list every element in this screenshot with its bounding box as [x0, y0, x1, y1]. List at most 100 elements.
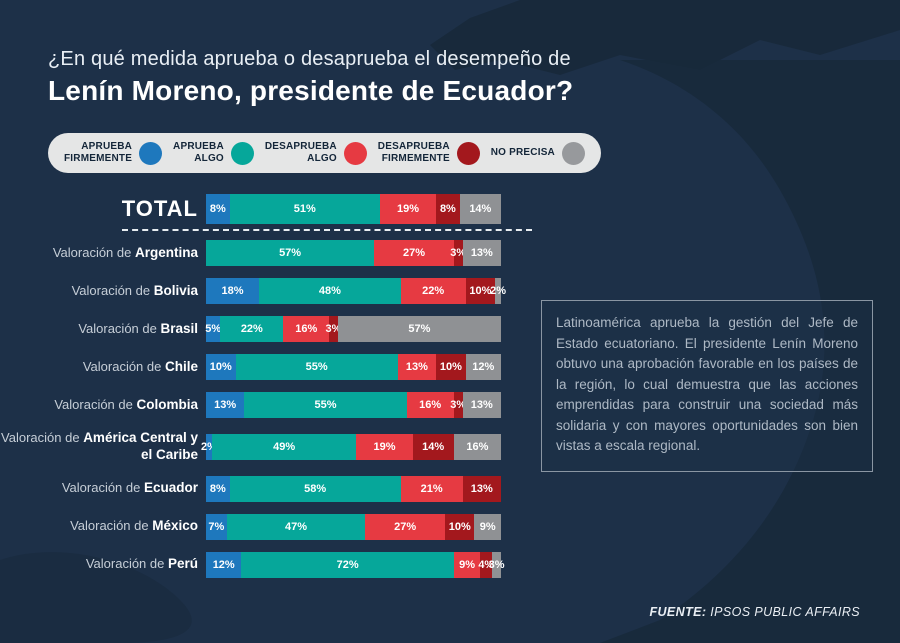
- stacked-bar: 18% 48% 22% 10% 2%: [206, 278, 506, 304]
- bar-segment-no-precisa: 16%: [453, 433, 501, 460]
- row-label: Valoración de América Central y el Carib…: [1, 430, 198, 462]
- legend-label: NO PRECISA: [490, 147, 555, 158]
- bar-segment-desaprueba-firmemente: 8%: [436, 194, 460, 224]
- bar-segment-aprueba-algo: 55%: [244, 392, 407, 418]
- desaprueba-algo-color-dot-icon: [343, 141, 367, 165]
- bar-segment-desaprueba-firmemente: 14%: [412, 433, 454, 460]
- bar-segment-no-precisa: 57%: [337, 316, 502, 342]
- bar-segment-aprueba-firmemente: 10%: [206, 354, 236, 380]
- bar-segment-desaprueba-firmemente: 3%: [450, 240, 466, 266]
- legend-item-desaprueba-algo: DESAPRUEBA ALGO: [265, 141, 367, 165]
- bar-segment-desaprueba-firmemente: 10%: [465, 278, 496, 304]
- bar-segment-no-precisa: 14%: [459, 194, 501, 224]
- bar-segment-no-precisa: 9%: [474, 513, 502, 540]
- stacked-bar: 12% 72% 9% 4% 3%: [206, 551, 505, 578]
- stacked-bar: 57% 27% 3% 13%: [206, 240, 501, 266]
- legend: APRUEBA FIRMEMENTE APRUEBA ALGO DESAPRUEBA AL…: [48, 133, 601, 173]
- bar-segment-aprueba-firmemente: 18%: [206, 278, 260, 304]
- row-label: Valoración de Colombia: [54, 396, 198, 412]
- bar-segment-desaprueba-algo: 21%: [400, 475, 463, 502]
- bar-segment-no-precisa: 12%: [465, 354, 501, 380]
- chart-row-am-rica-central-y-el-caribe: Valoración de América Central y el Carib…: [0, 430, 540, 464]
- stacked-bar-chart: TOTAL 8% 51% 19% 8% 14% Valoración de Argentin…: [0, 194, 540, 590]
- row-label: Valoración de Perú: [85, 556, 198, 572]
- source-credit: FUENTE: IPSOS PUBLIC AFFAIRS: [649, 605, 860, 619]
- stacked-bar: 8% 51% 19% 8% 14%: [206, 194, 501, 224]
- row-label: TOTAL: [121, 196, 198, 222]
- legend-label: DESAPRUEBA FIRMEMENTE: [377, 141, 450, 164]
- stacked-bar: 7% 47% 27% 10% 9%: [206, 513, 502, 540]
- row-label: Valoración de Bolivia: [71, 282, 198, 298]
- bar-segment-aprueba-algo: 72%: [241, 551, 454, 578]
- chart-row-colombia: Valoración de Colombia 13% 55% 16% 3% 13%: [0, 392, 540, 418]
- bar-segment-no-precisa: 13%: [462, 392, 501, 418]
- summary-text-box: Latinoamérica aprueba la gestión del Jef…: [541, 300, 873, 472]
- bar-segment-aprueba-algo: 22%: [220, 316, 284, 342]
- chart-row-argentina: Valoración de Argentina 57% 27% 3% 13%: [0, 240, 540, 266]
- bar-segment-desaprueba-firmemente: 13%: [462, 475, 501, 502]
- title-question: ¿En qué medida aprueba o desaprueba el d…: [48, 48, 571, 70]
- legend-item-aprueba-firmemente: APRUEBA FIRMEMENTE: [64, 141, 163, 165]
- bar-segment-aprueba-algo: 55%: [235, 354, 398, 380]
- stacked-bar: 10% 55% 13% 10% 12%: [206, 354, 501, 380]
- chart-row-m-xico: Valoración de México 7% 47% 27% 10% 9%: [0, 513, 540, 540]
- aprueba-firmemente-color-dot-icon: [139, 141, 163, 165]
- bar-segment-no-precisa: 13%: [462, 240, 501, 266]
- bar-segment-desaprueba-firmemente: 3%: [326, 316, 341, 342]
- bar-segment-desaprueba-algo: 16%: [283, 316, 330, 342]
- chart-row-brasil: Valoración de Brasil 5% 22% 16% 3% 57%: [0, 316, 540, 342]
- bar-segment-desaprueba-algo: 19%: [380, 194, 437, 224]
- chart-row-ecuador: Valoración de Ecuador 8% 58% 21% 13%: [0, 475, 540, 502]
- desaprueba-firmemente-color-dot-icon: [456, 141, 480, 165]
- bar-segment-desaprueba-firmemente: 4%: [478, 551, 494, 578]
- total-dashed-separator: [122, 229, 532, 231]
- legend-item-aprueba-algo: APRUEBA ALGO: [173, 141, 254, 165]
- bar-segment-desaprueba-firmemente: 10%: [444, 513, 475, 540]
- row-label: Valoración de Ecuador: [61, 480, 198, 496]
- no-precisa-color-dot-icon: [561, 141, 585, 165]
- bar-segment-desaprueba-algo: 22%: [400, 278, 466, 304]
- bar-segment-aprueba-firmemente: 5%: [205, 316, 221, 342]
- page-title: Lenín Moreno, presidente de Ecuador?: [48, 75, 574, 106]
- chart-row-per-: Valoración de Perú 12% 72% 9% 4% 3%: [0, 551, 540, 578]
- bar-segment-no-precisa: 3%: [489, 551, 505, 578]
- bar-segment-aprueba-algo: 49%: [211, 433, 357, 460]
- bar-segment-aprueba-algo: 51%: [229, 194, 381, 224]
- bar-segment-desaprueba-algo: 19%: [356, 433, 413, 460]
- bar-segment-desaprueba-algo: 16%: [406, 392, 454, 418]
- bar-segment-no-precisa: 2%: [490, 278, 506, 304]
- bar-segment-desaprueba-firmemente: 10%: [436, 354, 466, 380]
- legend-label: DESAPRUEBA ALGO: [264, 141, 337, 164]
- stacked-bar: 5% 22% 16% 3% 57%: [205, 316, 502, 342]
- stacked-bar: 8% 58% 21% 13%: [206, 475, 501, 502]
- legend-label: APRUEBA FIRMEMENTE: [64, 141, 133, 164]
- row-label: Valoración de Brasil: [78, 320, 198, 336]
- source-value: IPSOS PUBLIC AFFAIRS: [710, 605, 860, 619]
- stacked-bar: 13% 55% 16% 3% 13%: [206, 392, 501, 418]
- bar-segment-aprueba-firmemente: 8%: [206, 475, 230, 502]
- summary-text: Latinoamérica aprueba la gestión del Jef…: [556, 315, 858, 454]
- chart-row-chile: Valoración de Chile 10% 55% 13% 10% 12%: [0, 354, 540, 380]
- source-label: FUENTE:: [649, 605, 707, 619]
- bar-segment-desaprueba-firmemente: 3%: [450, 392, 466, 418]
- bar-segment-aprueba-algo: 58%: [229, 475, 401, 502]
- bar-segment-aprueba-firmemente: 8%: [206, 194, 230, 224]
- bar-segment-desaprueba-algo: 13%: [397, 354, 437, 380]
- row-label: Valoración de Chile: [82, 358, 198, 374]
- stacked-bar: 2% 49% 19% 14% 16%: [201, 433, 501, 460]
- row-label: Valoración de México: [70, 518, 198, 534]
- bar-segment-aprueba-firmemente: 13%: [206, 392, 245, 418]
- bar-segment-aprueba-algo: 47%: [226, 513, 366, 540]
- bar-segment-aprueba-algo: 57%: [206, 240, 375, 266]
- bar-segment-desaprueba-algo: 27%: [365, 513, 445, 540]
- legend-label: APRUEBA ALGO: [173, 141, 224, 164]
- aprueba-algo-color-dot-icon: [230, 141, 254, 165]
- chart-row-bolivia: Valoración de Bolivia 18% 48% 22% 10% 2%: [0, 278, 540, 304]
- row-label: Valoración de Argentina: [52, 244, 198, 260]
- chart-row-total: TOTAL 8% 51% 19% 8% 14%: [0, 194, 540, 224]
- bar-segment-aprueba-firmemente: 7%: [206, 513, 227, 540]
- bar-segment-desaprueba-algo: 27%: [374, 240, 454, 266]
- legend-item-no-precisa: NO PRECISA: [490, 141, 585, 165]
